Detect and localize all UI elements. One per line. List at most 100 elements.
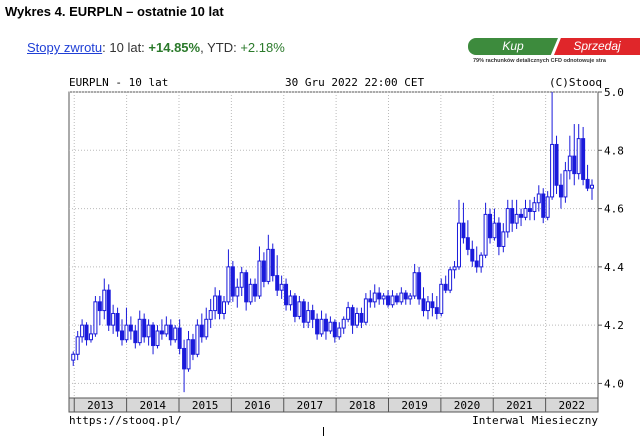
candle xyxy=(71,351,76,366)
candle-body-up xyxy=(505,208,510,233)
x-tick-label: 2022 xyxy=(559,399,586,412)
buy-button[interactable]: Kup xyxy=(468,38,558,55)
candle xyxy=(124,307,129,343)
candle xyxy=(288,290,293,311)
candle-body-up xyxy=(75,336,80,355)
sell-button[interactable]: Sprzedaj xyxy=(554,38,640,55)
candle xyxy=(279,275,284,299)
candle-body-up xyxy=(563,170,568,198)
candle-body-down xyxy=(359,312,364,323)
candles xyxy=(71,92,594,393)
candle-body-down xyxy=(190,339,195,355)
candle-body-up xyxy=(146,324,151,338)
candle xyxy=(270,243,275,282)
candle xyxy=(168,319,173,346)
candle xyxy=(244,269,249,311)
candle xyxy=(128,316,133,340)
candle xyxy=(350,304,355,334)
candle-body-down xyxy=(84,324,89,341)
x-tick-label: 2014 xyxy=(140,399,167,412)
candle xyxy=(208,298,213,329)
candle-body-down xyxy=(151,324,156,347)
candle xyxy=(492,208,497,241)
candle xyxy=(306,301,311,329)
candle-body-down xyxy=(350,307,355,326)
y-tick-label: 4.4 xyxy=(604,261,624,274)
candle xyxy=(536,185,541,212)
chart-symbol: EURPLN - 10 lat xyxy=(69,76,168,89)
candle xyxy=(186,330,191,372)
candle xyxy=(97,296,102,326)
candle xyxy=(496,217,501,256)
candle xyxy=(315,313,320,340)
x-tick-label: 2019 xyxy=(401,399,428,412)
x-tick-label: 2015 xyxy=(192,399,219,412)
returns-link[interactable]: Stopy zwrotu xyxy=(27,40,103,55)
candle xyxy=(164,316,169,337)
candle-body-up xyxy=(319,318,324,335)
candle xyxy=(567,135,572,180)
candle-body-up xyxy=(102,289,107,312)
candle xyxy=(297,296,302,320)
chart-date: 30 Gru 2022 22:00 CET xyxy=(285,76,424,89)
candle-body-down xyxy=(128,324,133,332)
candle xyxy=(257,246,262,299)
candle-body-up xyxy=(88,333,93,341)
candle xyxy=(403,290,408,305)
candle-body-down xyxy=(97,301,102,312)
candle xyxy=(448,266,453,294)
candle-body-down xyxy=(106,289,111,326)
candle xyxy=(253,278,258,302)
candle xyxy=(102,278,107,320)
candle xyxy=(284,278,289,311)
candle-body-up xyxy=(239,272,244,288)
chart-source: https://stooq.pl/ xyxy=(69,414,182,427)
candle xyxy=(377,287,382,305)
candle-body-down xyxy=(488,213,493,239)
candle-body-down xyxy=(368,298,373,303)
candle xyxy=(474,246,479,273)
candle-body-up xyxy=(111,312,116,326)
candle-body-up xyxy=(399,292,404,303)
candle xyxy=(323,313,328,340)
candle xyxy=(332,319,337,343)
y-tick-label: 5.0 xyxy=(604,86,624,99)
candle-body-down xyxy=(519,213,524,218)
candle xyxy=(93,296,98,337)
x-axis-band xyxy=(68,397,599,413)
candle-body-up xyxy=(266,248,271,282)
candle-body-up xyxy=(412,272,417,297)
candle-body-down xyxy=(541,193,546,218)
candle-body-up xyxy=(523,208,528,218)
candle-body-up xyxy=(550,143,555,198)
candle xyxy=(452,261,457,279)
y-tick-label: 4.0 xyxy=(604,377,624,390)
candle xyxy=(248,278,253,305)
candle xyxy=(239,266,244,296)
x-tick-label: 2018 xyxy=(349,399,376,412)
candle-body-down xyxy=(133,330,138,344)
candle xyxy=(527,199,532,221)
candle-body-up xyxy=(532,202,537,212)
x-tick-label: 2021 xyxy=(506,399,533,412)
candle-body-up xyxy=(124,324,129,341)
candle xyxy=(558,173,563,209)
candle-body-down xyxy=(377,292,382,300)
candle xyxy=(372,284,377,308)
candle xyxy=(456,199,461,270)
candle xyxy=(412,263,417,299)
candle-body-up xyxy=(408,295,413,300)
candle xyxy=(576,124,581,180)
candle xyxy=(381,293,386,305)
candle-body-up xyxy=(501,231,506,247)
candle xyxy=(88,325,93,343)
candle xyxy=(581,126,586,186)
candle-body-down xyxy=(558,184,563,198)
candle xyxy=(133,325,138,349)
candle xyxy=(75,330,80,361)
candle-body-down xyxy=(199,324,204,338)
candle-body-up xyxy=(137,318,142,344)
candle xyxy=(443,275,448,294)
candle-body-up xyxy=(186,339,191,370)
